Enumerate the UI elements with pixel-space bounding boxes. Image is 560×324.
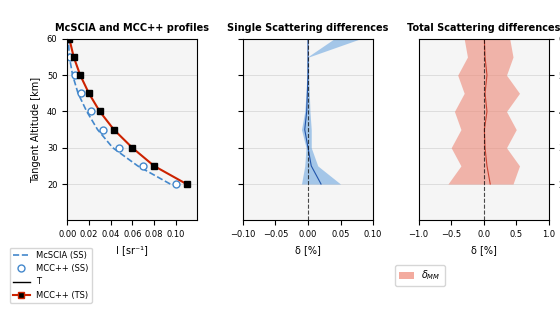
Line: McSCIA (SS): McSCIA (SS) <box>68 39 170 184</box>
MCC++ (SS) <box>140 164 147 168</box>
McSCIA (SS) <box>74 91 81 95</box>
McSCIA (SS) <box>69 73 76 77</box>
McSCIA (SS) <box>94 128 101 132</box>
MCC++ (TS) <box>66 37 73 41</box>
McSCIA (SS) <box>167 182 174 186</box>
Title: Total Scattering differences: Total Scattering differences <box>407 23 560 32</box>
MCC++ (TS) <box>77 73 83 77</box>
McSCIA (SS) <box>83 110 90 113</box>
McSCIA (SS) <box>109 146 116 150</box>
Line: MCC++ (TS): MCC++ (TS) <box>67 36 189 187</box>
McSCIA (SS) <box>65 37 72 41</box>
MCC++ (TS) <box>129 146 136 150</box>
MCC++ (SS) <box>72 73 78 77</box>
MCC++ (TS) <box>71 55 77 59</box>
MCC++ (TS) <box>96 110 103 113</box>
McSCIA (SS) <box>66 55 73 59</box>
MCC++ (SS) <box>78 91 85 95</box>
Line: MCC++ (SS): MCC++ (SS) <box>65 35 179 188</box>
MCC++ (SS) <box>172 182 179 186</box>
MCC++ (TS) <box>151 164 157 168</box>
X-axis label: I [sr⁻¹]: I [sr⁻¹] <box>116 245 148 255</box>
Title: McSCIA and MCC++ profiles: McSCIA and MCC++ profiles <box>55 23 209 32</box>
Legend: $\delta_{MM}$: $\delta_{MM}$ <box>395 265 445 286</box>
MCC++ (SS) <box>100 128 106 132</box>
MCC++ (SS) <box>65 37 72 41</box>
X-axis label: δ [%]: δ [%] <box>471 245 497 255</box>
Y-axis label: Tangent Altitude [km]: Tangent Altitude [km] <box>31 76 41 183</box>
MCC++ (TS) <box>183 182 190 186</box>
X-axis label: δ [%]: δ [%] <box>295 245 321 255</box>
MCC++ (SS) <box>116 146 123 150</box>
MCC++ (TS) <box>110 128 117 132</box>
MCC++ (SS) <box>88 110 95 113</box>
Title: Single Scattering differences: Single Scattering differences <box>227 23 389 32</box>
MCC++ (TS) <box>86 91 92 95</box>
MCC++ (SS) <box>67 55 74 59</box>
McSCIA (SS) <box>134 164 141 168</box>
